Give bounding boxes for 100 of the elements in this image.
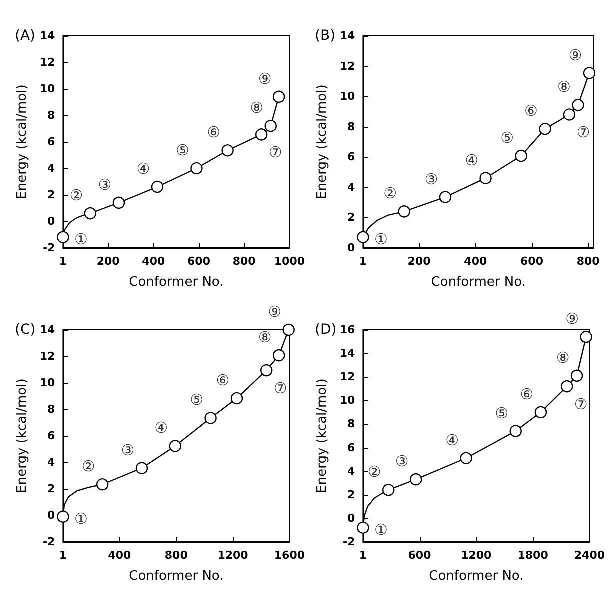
point <box>510 425 522 438</box>
annotation: ⑤ <box>495 404 509 422</box>
x-tick-label: 1200 <box>218 549 249 562</box>
annotation: ② <box>70 186 84 205</box>
annotation: ⑤ <box>500 129 514 148</box>
annotation: ⑧ <box>557 78 571 96</box>
y-tick-label: 16 <box>340 324 356 336</box>
point <box>260 364 273 377</box>
point <box>222 144 234 157</box>
annotation: ② <box>384 184 398 203</box>
y-tick-label: 0 <box>348 242 356 254</box>
annotation: ① <box>74 510 88 528</box>
x-tick-label: 200 <box>408 255 432 268</box>
point <box>151 180 164 194</box>
annotation: ② <box>368 463 382 482</box>
annotation: ⑦ <box>268 144 282 162</box>
annotation: ① <box>374 230 388 248</box>
point <box>57 510 70 523</box>
annotation: ③ <box>98 176 112 194</box>
point <box>563 108 576 121</box>
point <box>583 67 596 80</box>
annotation: ④ <box>136 160 150 178</box>
x-tick-label: 1800 <box>518 549 549 562</box>
point <box>230 392 244 405</box>
chart-title: (B) <box>315 28 336 44</box>
point <box>169 440 182 452</box>
y-axis-title: Energy (kcal/mol) <box>315 378 330 494</box>
x-axis-title: Conformer No. <box>129 569 224 584</box>
annotation: ⑨ <box>566 310 580 328</box>
x-tick-label: 400 <box>464 255 488 268</box>
annotation: ④ <box>446 431 460 450</box>
x-tick-label: 1200 <box>461 549 492 562</box>
annotation: ② <box>82 458 96 476</box>
annotation: ⑥ <box>524 102 538 120</box>
point <box>398 206 410 218</box>
point <box>480 172 492 184</box>
y-tick-label: 10 <box>40 82 56 96</box>
point <box>112 196 126 210</box>
point <box>534 406 548 419</box>
point <box>272 90 286 104</box>
y-tick-label: 2 <box>348 211 356 224</box>
x-tick-label: 400 <box>142 255 166 268</box>
y-tick-label: 10 <box>340 394 356 408</box>
point <box>57 231 70 244</box>
point <box>84 207 97 220</box>
x-tick-label: 800 <box>232 255 256 268</box>
y-tick-label: 12 <box>40 350 56 363</box>
y-tick-label: 14 <box>40 30 56 42</box>
x-tick-label: 600 <box>408 549 432 562</box>
y-tick-label: -2 <box>342 536 356 548</box>
y-tick-label: 12 <box>340 370 356 384</box>
point <box>439 191 452 204</box>
y-tick-label: 4 <box>48 456 56 469</box>
annotation: ⑨ <box>258 70 272 88</box>
annotation: ③ <box>395 452 409 471</box>
point <box>570 370 584 382</box>
x-tick-label: 800 <box>576 255 600 268</box>
annotation: ① <box>374 520 388 539</box>
y-tick-label: 8 <box>48 403 56 416</box>
y-tick-label: 0 <box>48 509 56 522</box>
y-tick-label: 12 <box>40 56 56 69</box>
y-tick-label: 0 <box>348 512 356 525</box>
y-axis-title: Energy (kcal/mol) <box>15 84 30 200</box>
annotation: ⑧ <box>556 348 570 367</box>
point <box>264 120 277 132</box>
y-tick-label: 8 <box>48 109 56 122</box>
y-tick-label: 8 <box>348 418 356 431</box>
y-tick-label: 2 <box>48 482 56 496</box>
point <box>272 349 286 362</box>
point <box>515 150 528 162</box>
y-tick-label: 6 <box>48 430 56 442</box>
y-tick-label: 14 <box>340 30 356 42</box>
x-axis-title: Conformer No. <box>429 569 524 584</box>
annotation: ⑥ <box>207 124 221 142</box>
x-tick-label: 1 <box>359 255 368 268</box>
chart-title: (A) <box>15 28 36 44</box>
point <box>382 484 395 496</box>
y-tick-label: 0 <box>48 215 56 228</box>
annotation: ⑧ <box>250 99 264 118</box>
point <box>357 231 370 244</box>
annotation: ④ <box>465 151 479 170</box>
y-tick-label: 4 <box>348 180 356 194</box>
y-tick-label: 6 <box>348 441 356 454</box>
y-tick-label: 12 <box>340 60 356 73</box>
chart-title: (D) <box>315 322 337 338</box>
point <box>204 412 217 424</box>
annotation: ⑤ <box>190 391 204 410</box>
point <box>136 462 148 474</box>
y-tick-label: 4 <box>48 162 56 175</box>
annotation: ③ <box>424 170 438 188</box>
annotation: ④ <box>154 419 168 438</box>
y-tick-label: -2 <box>42 536 56 548</box>
x-tick-label: 200 <box>96 255 120 268</box>
x-tick-label: 600 <box>520 255 544 268</box>
annotation: ① <box>74 230 88 248</box>
annotation: ③ <box>121 441 135 460</box>
x-axis-title: Conformer No. <box>129 275 224 290</box>
y-tick-label: 4 <box>348 464 356 478</box>
y-tick-label: 8 <box>348 120 356 134</box>
x-tick-label: 2400 <box>574 549 606 562</box>
